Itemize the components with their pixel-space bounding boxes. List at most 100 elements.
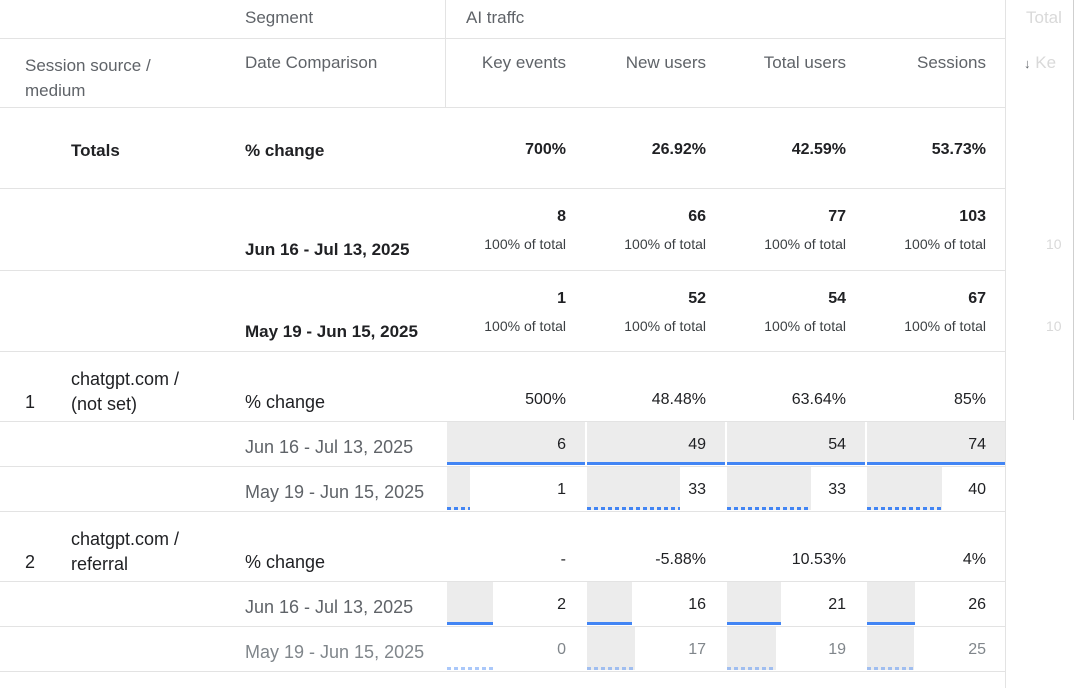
totals-change-new-users: 26.92%: [651, 141, 706, 158]
comparison-bar-line: [867, 622, 915, 625]
row2-previous-total-users: 19: [828, 641, 846, 658]
row-index: 1: [25, 392, 36, 412]
comparison-bar-dashed-line: [447, 667, 495, 670]
comparison-bar: [587, 627, 635, 670]
comparison-bar-dashed-line: [587, 507, 680, 510]
segment-header: Segment: [245, 8, 314, 27]
totals-current-pct: 100% of total: [484, 236, 566, 252]
sort-arrow-icon: ↓: [1024, 56, 1031, 71]
totals-label: Totals: [71, 141, 120, 160]
row1-change-key-events: 500%: [525, 391, 566, 408]
row1-previous-key-events: 1: [557, 481, 566, 498]
row2-previous-sessions: 25: [968, 641, 986, 658]
totals-change-sessions: 53.73%: [931, 141, 986, 158]
totals-previous-pct: 100% of total: [904, 318, 986, 334]
totals-previous-date: May 19 - Jun 15, 2025: [245, 322, 418, 341]
row1-previous-total-users: 33: [828, 481, 846, 498]
comparison-bar-line: [727, 462, 865, 465]
comparison-bar: [587, 422, 725, 465]
comparison-bar: [727, 582, 781, 625]
row-change-label: % change: [245, 392, 326, 412]
comparison-bar-dashed-line: [867, 507, 942, 510]
totals-current-pct: 100% of total: [764, 236, 846, 252]
row1-current-total-users: 54: [828, 436, 846, 453]
comparison-bar-line: [587, 462, 725, 465]
totals-current-pct: 100% of total: [624, 236, 706, 252]
row1-current-sessions: 74: [968, 436, 986, 453]
comparison-bar: [727, 627, 776, 670]
row2-change-key-events: -: [560, 551, 566, 568]
comparison-bar-line: [447, 622, 493, 625]
row2-current-date: Jun 16 - Jul 13, 2025: [245, 597, 414, 617]
row-index: 2: [25, 552, 36, 572]
row1-change-sessions: 85%: [953, 391, 986, 408]
totals-current-cut: 10: [1046, 236, 1062, 252]
row-source-link[interactable]: chatgpt.com / (not set): [71, 369, 180, 414]
totals-current-key-events: 8: [557, 208, 566, 225]
comparison-bar: [727, 467, 811, 510]
comparison-bar-dashed-line: [867, 667, 914, 670]
totals-previous-pct: 100% of total: [764, 318, 846, 334]
col-key-events[interactable]: Key events: [481, 53, 566, 72]
row2-current-key-events: 2: [557, 596, 566, 613]
totals-previous-key-events: 1: [557, 290, 566, 307]
comparison-bar-line: [447, 462, 585, 465]
totals-previous-new-users: 52: [688, 290, 706, 307]
col-session-source[interactable]: Session source / medium: [25, 56, 151, 100]
totals-current-pct: 100% of total: [904, 236, 986, 252]
row1-current-key-events: 6: [557, 436, 566, 453]
row1-previous-sessions: 40: [968, 481, 986, 498]
row1-previous-new-users: 33: [688, 481, 706, 498]
col-sessions[interactable]: Sessions: [917, 53, 986, 72]
row1-current-new-users: 49: [688, 436, 706, 453]
row1-change-total-users: 63.64%: [791, 391, 846, 408]
comparison-bar: [447, 467, 470, 510]
segment-name[interactable]: AI traffc: [466, 8, 525, 27]
totals-previous-pct: 100% of total: [624, 318, 706, 334]
totals-change-total-users: 42.59%: [791, 141, 846, 158]
comparison-bar: [727, 422, 865, 465]
totals-previous-cut: 10: [1046, 318, 1062, 334]
comparison-bar: [867, 582, 915, 625]
col-new-users[interactable]: New users: [625, 53, 706, 72]
row1-change-new-users: 48.48%: [651, 391, 706, 408]
comparison-bar-line: [587, 622, 632, 625]
row2-change-total-users: 10.53%: [791, 551, 846, 568]
totals-current-total-users: 77: [828, 208, 846, 225]
row2-previous-date: May 19 - Jun 15, 2025: [245, 642, 425, 662]
totals-change-label: % change: [245, 141, 325, 160]
row-change-label: % change: [245, 552, 326, 572]
row-source-link[interactable]: chatgpt.com / referral: [71, 529, 180, 574]
totals-previous-pct: 100% of total: [484, 318, 566, 334]
comparison-bar-dashed-line: [447, 507, 470, 510]
col-date-comparison[interactable]: Date Comparison: [245, 53, 378, 72]
totals-current-date: Jun 16 - Jul 13, 2025: [245, 240, 410, 259]
col-total-users[interactable]: Total users: [763, 53, 846, 72]
row2-current-new-users: 16: [688, 596, 706, 613]
row2-previous-key-events: 0: [557, 641, 566, 658]
comparison-bar-line: [867, 462, 1005, 465]
row2-change-sessions: 4%: [962, 551, 986, 568]
comparison-bar-line: [727, 622, 781, 625]
comparison-bar: [867, 422, 1005, 465]
totals-current-sessions: 103: [959, 208, 986, 225]
row1-previous-date: May 19 - Jun 15, 2025: [245, 482, 425, 502]
comparison-bar: [867, 627, 914, 670]
col-cut[interactable]: ↓ Ke: [1024, 53, 1057, 72]
comparison-bar: [447, 422, 585, 465]
comparison-bar: [587, 467, 680, 510]
comparison-bar: [867, 467, 942, 510]
segment-name-cut[interactable]: Total: [1026, 8, 1062, 27]
comparison-bar: [587, 582, 632, 625]
totals-previous-total-users: 54: [828, 290, 846, 307]
row1-current-date: Jun 16 - Jul 13, 2025: [245, 437, 414, 457]
totals-current-new-users: 66: [688, 208, 706, 225]
comparison-bar-dashed-line: [587, 667, 635, 670]
row2-current-total-users: 21: [828, 596, 846, 613]
comparison-bar-dashed-line: [727, 507, 811, 510]
row2-change-new-users: -5.88%: [655, 551, 706, 568]
totals-change-key-events: 700%: [525, 141, 566, 158]
comparison-bar: [447, 582, 493, 625]
row2-current-sessions: 26: [968, 596, 986, 613]
comparison-bar-dashed-line: [727, 667, 776, 670]
